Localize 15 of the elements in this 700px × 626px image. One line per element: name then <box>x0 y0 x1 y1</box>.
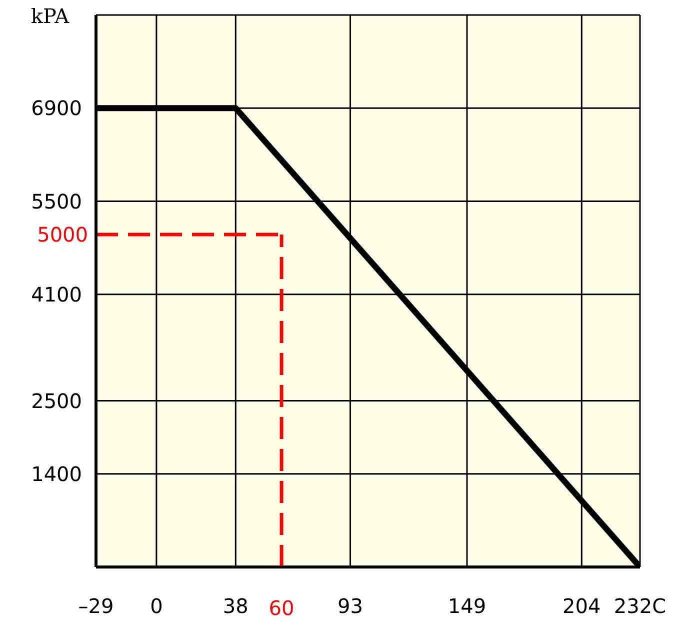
y-tick-label: 1400 <box>31 462 82 486</box>
y-tick-label: 5500 <box>31 189 82 214</box>
x-tick-label: 204 <box>562 594 601 618</box>
y-tick-label: 4100 <box>31 282 82 306</box>
y-axis-title: kPA <box>30 4 70 28</box>
y-tick-label: 2500 <box>31 388 82 413</box>
ref-line-label: 5000 <box>37 222 88 246</box>
y-tick-label: 6900 <box>31 96 82 120</box>
x-tick-label: 232C <box>614 594 666 618</box>
x-tick-label: 93 <box>338 594 364 618</box>
x-tick-label: 149 <box>448 594 486 618</box>
x-tick-label: 38 <box>222 594 248 618</box>
x-tick-label: 0 <box>150 594 163 618</box>
x-tick-label: –29 <box>78 594 114 618</box>
ref-line-label: 60 <box>268 596 294 620</box>
